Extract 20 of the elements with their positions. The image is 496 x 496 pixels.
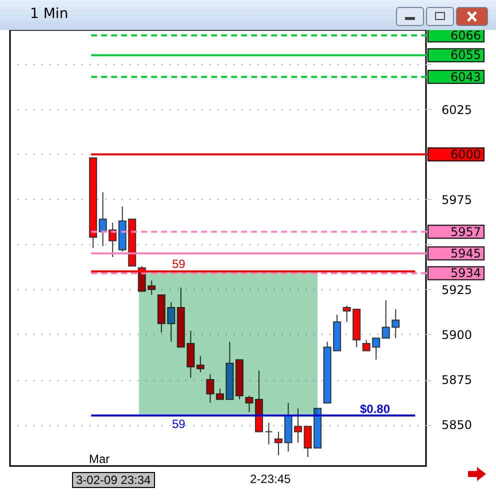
y-tick-label: 5925: [442, 282, 472, 297]
text: 2-23:45: [250, 472, 291, 486]
annotation: $0.80: [360, 402, 390, 416]
ref-line-label: 6043: [450, 70, 481, 84]
ref-line-label: 6066: [450, 28, 481, 42]
y-tick-label: 5875: [442, 373, 472, 388]
y-tick-label: 5975: [442, 192, 472, 207]
annotation: 59: [172, 417, 186, 431]
annotation: Mar: [89, 452, 110, 466]
chart-title: 1 Min: [30, 6, 68, 22]
ref-line-label: 5957: [450, 224, 481, 239]
ref-line-label: 6000: [450, 147, 481, 162]
annotation: 59: [172, 257, 186, 271]
ref-line-label: 5945: [450, 246, 481, 260]
y-tick-label: 5850: [442, 418, 472, 432]
y-tick-label: 6025: [442, 102, 472, 117]
y-tick-label: 5900: [442, 328, 472, 342]
ref-line-label: 5934: [450, 266, 481, 280]
ref-line-label: 6055: [450, 48, 481, 62]
text: 3-02-09 23:34: [72, 472, 155, 488]
